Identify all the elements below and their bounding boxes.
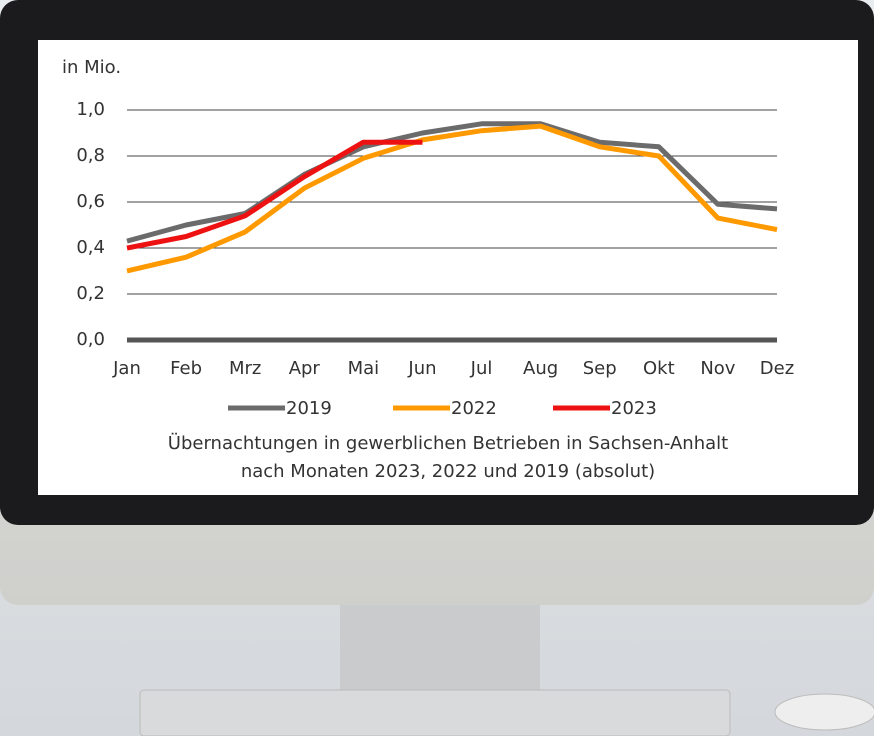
line-series xyxy=(126,123,778,274)
x-tick-label: Jan xyxy=(112,358,141,379)
x-tick-label: Feb xyxy=(170,358,202,379)
caption: Übernachtungen in gewerblichen Betrieben… xyxy=(168,432,728,454)
legend-label: 2022 xyxy=(451,398,497,419)
x-tick-label: Aug xyxy=(523,358,558,379)
x-tick-label: Apr xyxy=(289,358,321,379)
keyboard xyxy=(139,689,731,737)
x-tick-label: Jul xyxy=(470,358,493,379)
x-tick-label: Nov xyxy=(700,358,735,379)
mouse xyxy=(774,693,874,731)
y-axis-label: in Mio. xyxy=(62,57,121,78)
x-tick-label: Sep xyxy=(583,358,617,379)
y-tick-label: 0,8 xyxy=(76,145,105,166)
x-tick-label: Mrz xyxy=(229,358,261,379)
x-tick-label: Okt xyxy=(643,358,675,379)
line-series xyxy=(126,121,778,244)
caption: nach Monaten 2023, 2022 und 2019 (absolu… xyxy=(241,461,655,482)
x-tick-label: Dez xyxy=(760,358,794,379)
y-tick-label: 0,4 xyxy=(76,237,105,258)
stand xyxy=(340,600,540,690)
x-tick-label: Mai xyxy=(348,358,380,379)
legend-label: 2019 xyxy=(286,398,332,419)
y-tick-label: 0,6 xyxy=(76,191,105,212)
y-tick-label: 1,0 xyxy=(76,99,105,120)
y-tick-label: 0,2 xyxy=(76,283,105,304)
legend-label: 2023 xyxy=(611,398,657,419)
x-tick-label: Jun xyxy=(407,358,436,379)
line-series xyxy=(126,139,423,251)
y-tick-label: 0,0 xyxy=(76,329,105,350)
screen xyxy=(38,40,858,495)
